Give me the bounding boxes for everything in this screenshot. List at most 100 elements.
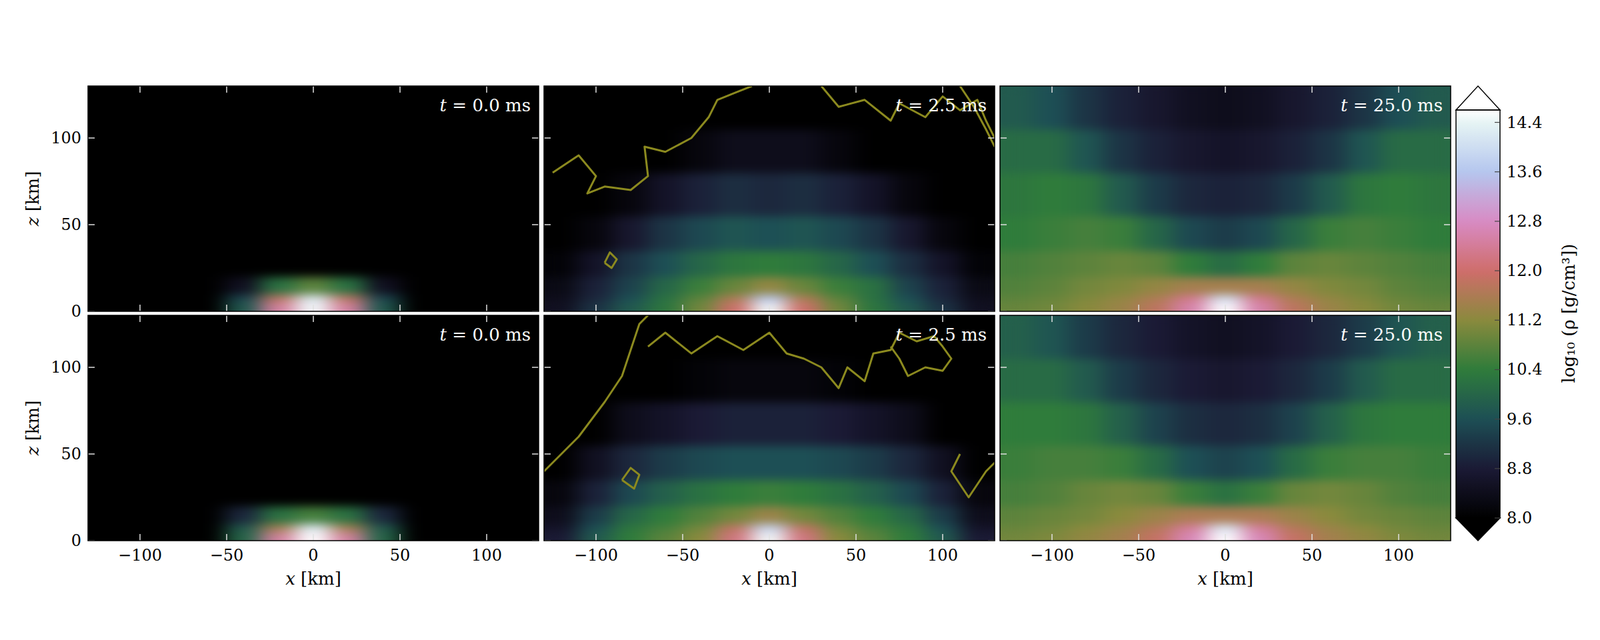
density-cell xyxy=(890,250,926,278)
density-cell xyxy=(88,276,124,295)
density-cell xyxy=(925,532,961,542)
density-cell xyxy=(578,506,614,524)
density-cell xyxy=(157,445,193,481)
density-cell xyxy=(960,250,996,278)
density-cell xyxy=(330,129,366,174)
figure: 050100z [km]t = 0.0 mst = 2.5 mst = 25.0… xyxy=(0,0,1600,640)
density-cell xyxy=(1416,172,1452,217)
density-cell xyxy=(1000,402,1036,446)
density-cell xyxy=(1277,480,1313,507)
density-cell xyxy=(400,358,436,403)
density-cell xyxy=(1416,532,1452,542)
density-cell xyxy=(1000,172,1036,217)
density-cells xyxy=(1000,86,1451,312)
density-cell xyxy=(821,523,857,533)
x-tick xyxy=(1398,534,1400,541)
density-cell xyxy=(330,402,366,446)
x-tick xyxy=(1398,304,1400,312)
density-cell xyxy=(613,532,649,542)
density-cell xyxy=(1346,445,1382,481)
density-cell xyxy=(544,86,580,130)
density-cell xyxy=(856,294,892,304)
x-tick-label: 0 xyxy=(1220,546,1230,565)
density-cell xyxy=(365,172,401,217)
density-cell xyxy=(890,523,926,533)
density-cell xyxy=(296,480,332,507)
density-cell xyxy=(821,216,857,252)
density-cell xyxy=(504,506,540,524)
density-cell xyxy=(1416,129,1452,174)
density-cell xyxy=(1034,86,1070,130)
density-cell xyxy=(1000,302,1036,312)
density-cell xyxy=(1312,302,1348,312)
density-cell xyxy=(821,445,857,481)
x-tick xyxy=(139,315,141,322)
density-cell xyxy=(925,250,961,278)
density-cell xyxy=(890,276,926,295)
density-cell xyxy=(1346,216,1382,252)
plot-area xyxy=(544,315,995,541)
density-cell xyxy=(1104,172,1140,217)
density-cell xyxy=(648,480,684,507)
density-cell xyxy=(1138,302,1174,312)
density-cell xyxy=(192,523,228,533)
density-cell xyxy=(330,172,366,217)
density-cell xyxy=(717,402,753,446)
density-cell xyxy=(578,294,614,304)
density-cell xyxy=(960,302,996,312)
density-cell xyxy=(226,302,262,312)
y-axis-title: z [km] xyxy=(22,171,43,228)
y-tick xyxy=(1444,224,1451,226)
density-cell xyxy=(1242,532,1278,542)
density-cell xyxy=(504,172,540,217)
density-cell xyxy=(856,402,892,446)
density-cell xyxy=(1242,302,1278,312)
density-cell xyxy=(1416,506,1452,524)
density-cell xyxy=(1173,216,1209,252)
density-cell xyxy=(88,315,124,360)
density-cell xyxy=(1138,86,1174,130)
density-cell xyxy=(1277,445,1313,481)
density-cell xyxy=(1069,172,1105,217)
density-cell xyxy=(1242,445,1278,481)
density-cell xyxy=(1104,358,1140,403)
density-cell xyxy=(192,172,228,217)
density-cell xyxy=(1242,276,1278,295)
density-cell xyxy=(1277,294,1313,304)
density-cell xyxy=(261,250,297,278)
density-cell xyxy=(890,216,926,252)
density-cell xyxy=(648,172,684,217)
density-cell xyxy=(1034,129,1070,174)
x-tick xyxy=(1138,304,1140,312)
density-cell xyxy=(1416,302,1452,312)
x-tick xyxy=(1224,86,1226,93)
density-cell xyxy=(1104,86,1140,130)
density-cell xyxy=(1312,294,1348,304)
density-cell xyxy=(960,172,996,217)
density-cell xyxy=(786,523,822,533)
colorbar-tick xyxy=(1494,320,1500,321)
density-cell xyxy=(717,532,753,542)
density-cell xyxy=(504,523,540,533)
x-tick xyxy=(312,534,314,541)
density-cell xyxy=(1242,216,1278,252)
panel-frame xyxy=(544,315,995,541)
density-cell xyxy=(1000,532,1036,542)
density-cell xyxy=(1069,480,1105,507)
density-cell xyxy=(1173,250,1209,278)
density-cell xyxy=(821,532,857,542)
density-cell xyxy=(682,315,718,360)
density-cell xyxy=(613,216,649,252)
density-cell xyxy=(1312,172,1348,217)
density-cell xyxy=(1034,506,1070,524)
density-cell xyxy=(682,506,718,524)
x-axis-title: x [km] xyxy=(285,568,342,589)
y-tick xyxy=(1000,453,1007,455)
text-rest: = 0.0 ms xyxy=(446,95,531,116)
density-cell xyxy=(296,302,332,312)
density-cell xyxy=(613,445,649,481)
density-cell xyxy=(1069,250,1105,278)
density-cell xyxy=(330,250,366,278)
colorbar-tick xyxy=(1494,171,1500,172)
density-cell xyxy=(613,506,649,524)
